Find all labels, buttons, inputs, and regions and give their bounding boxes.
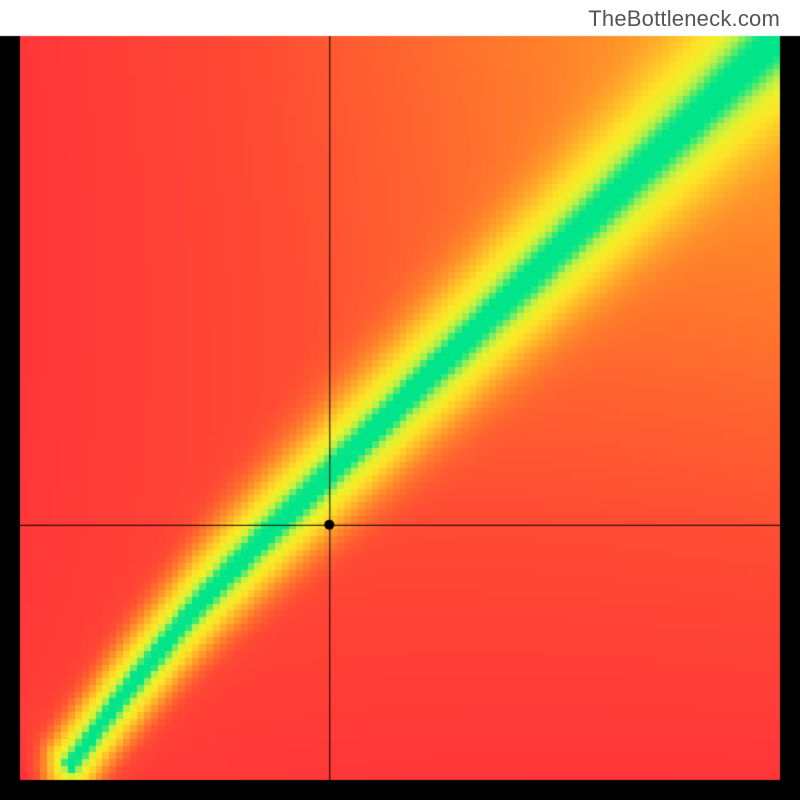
watermark-text: TheBottleneck.com: [588, 6, 780, 32]
chart-container: TheBottleneck.com: [0, 0, 800, 800]
bottleneck-heatmap-canvas: [0, 0, 800, 800]
